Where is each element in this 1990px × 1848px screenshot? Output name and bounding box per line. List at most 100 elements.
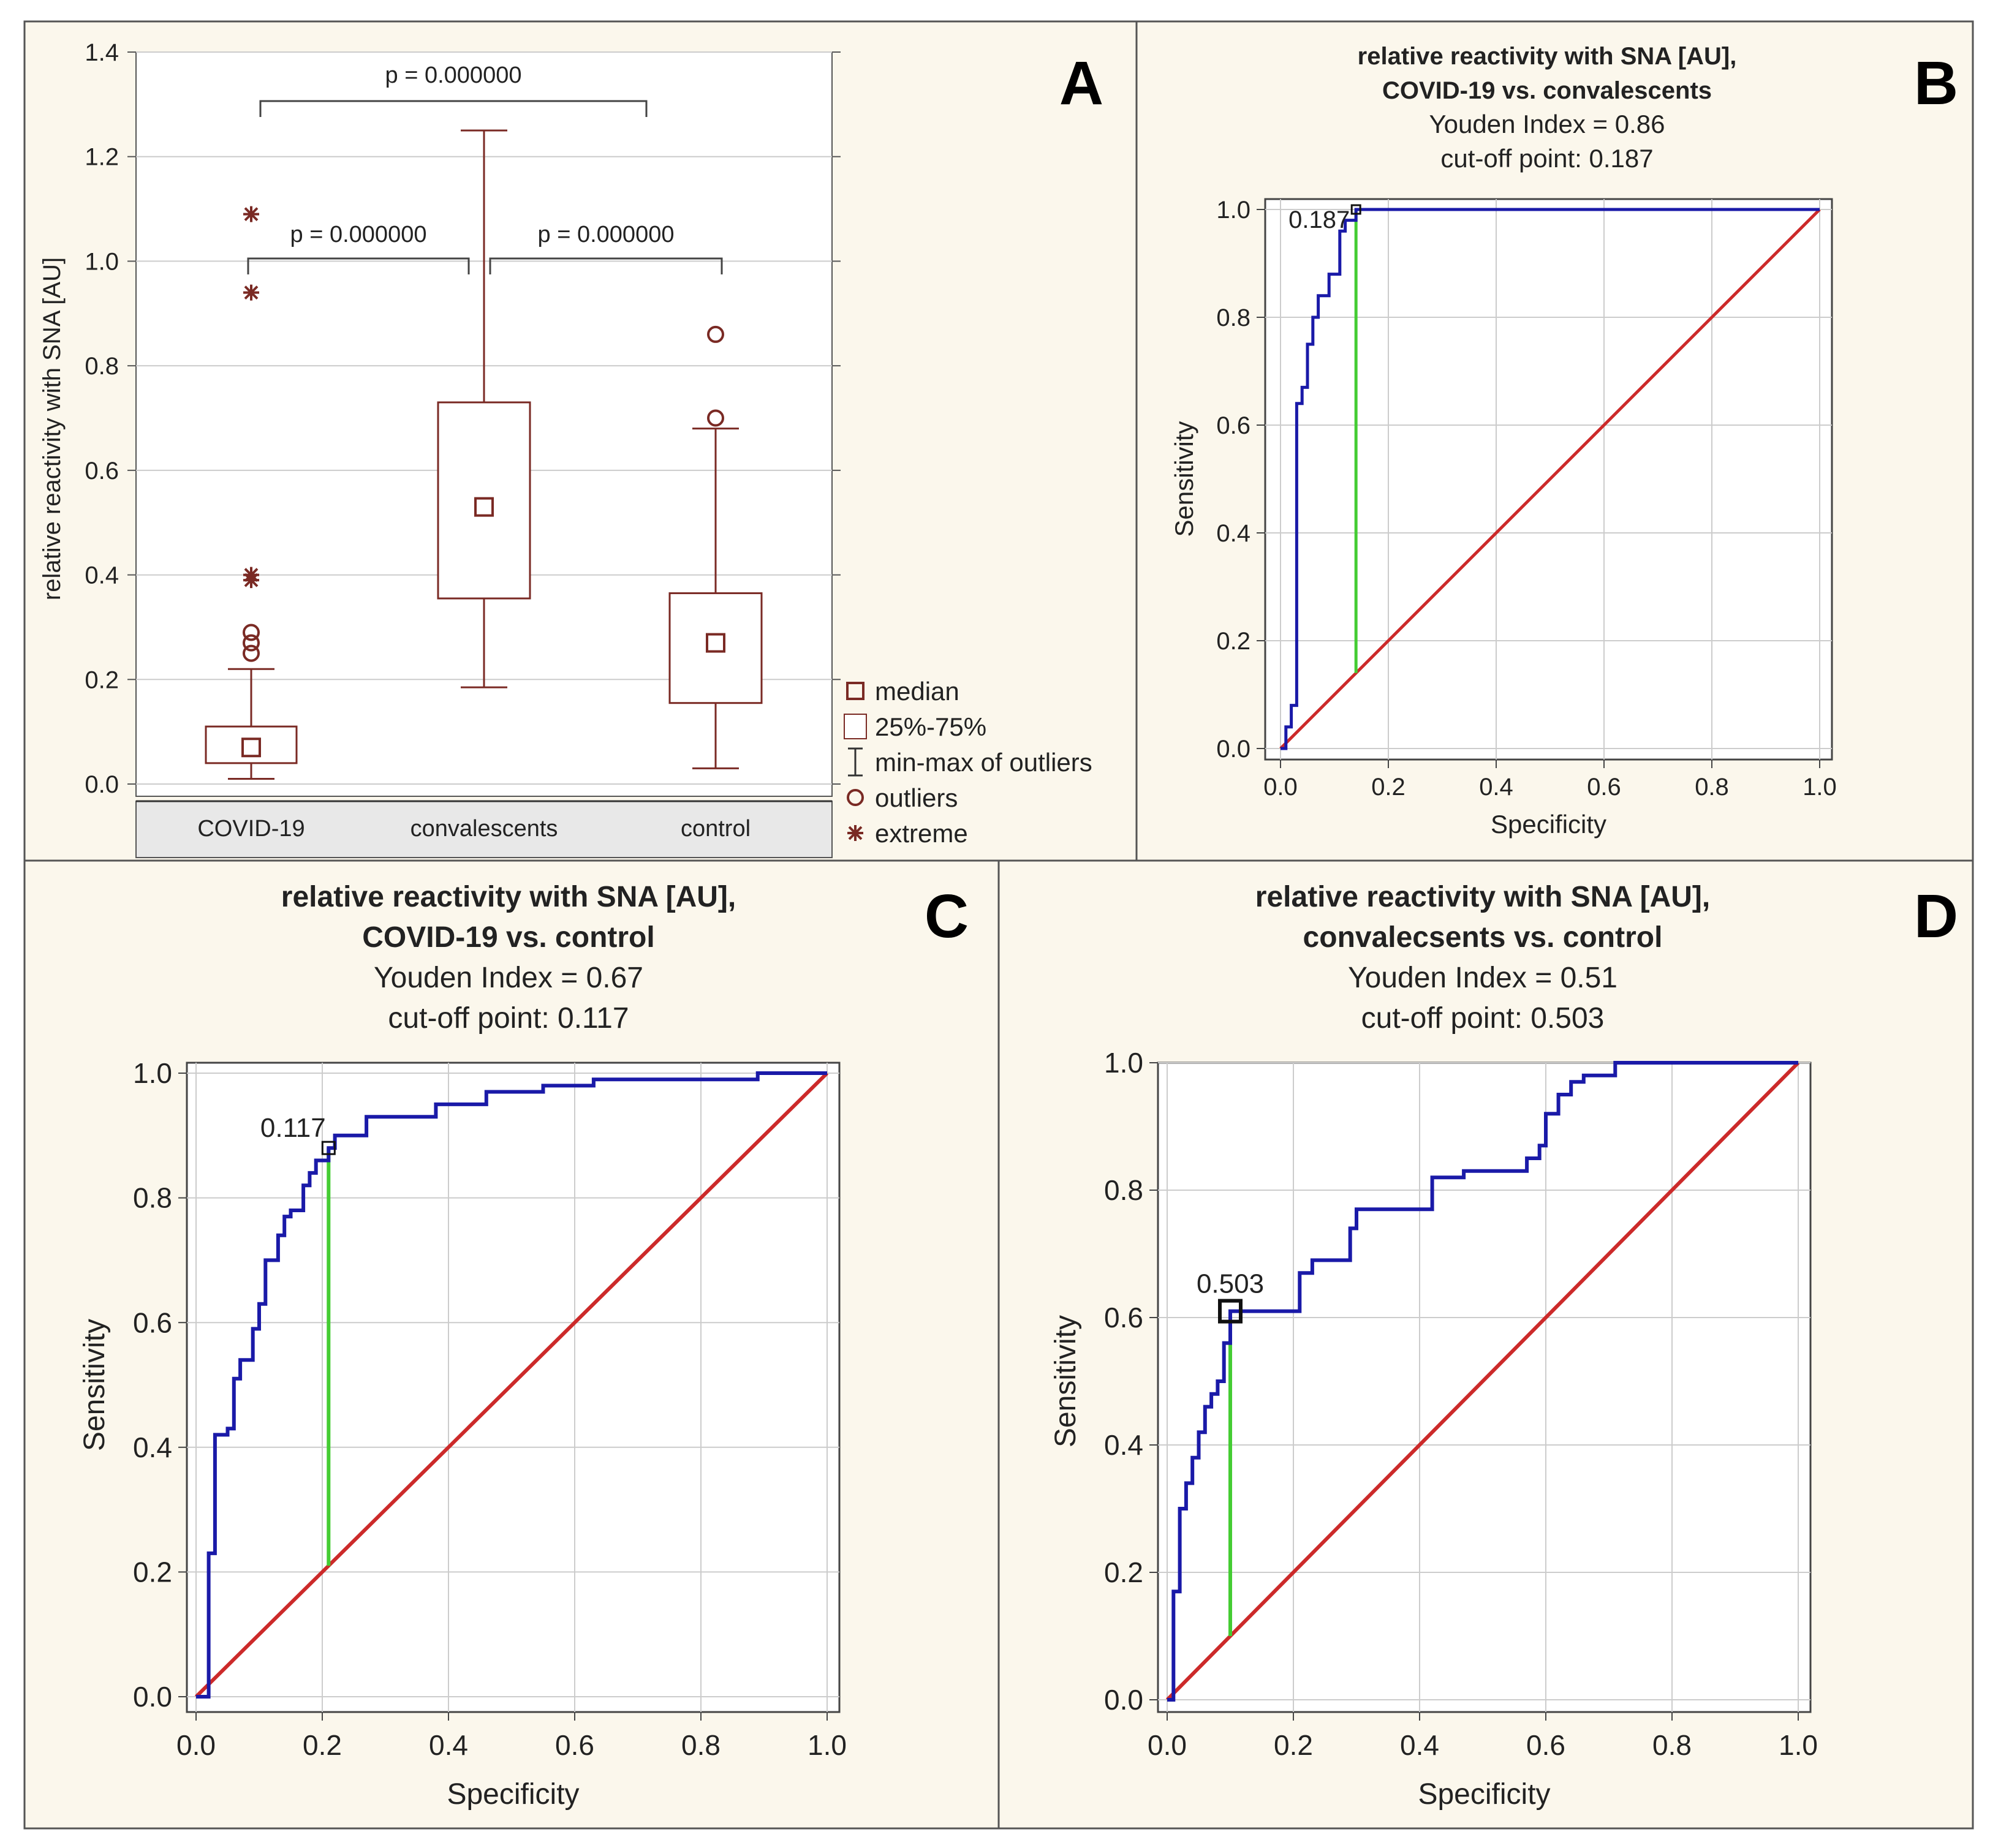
roc-title: relative reactivity with SNA [AU], [1358, 43, 1737, 70]
outlier-point [243, 624, 260, 641]
box-group-convalescents [437, 129, 531, 688]
roc-xtick-label: 0.4 [1479, 774, 1513, 801]
bracket-line [489, 257, 723, 274]
reference-diagonal [1165, 1061, 1800, 1702]
roc-xtick-label: 0.0 [176, 1729, 216, 1761]
extreme-stroke [244, 285, 259, 300]
panel-a-category-label: control [681, 816, 751, 842]
youden-index-label: Youden Index = 0.67 [374, 962, 643, 994]
p-value-label: p = 0.000000 [538, 222, 675, 247]
outlier-point [243, 644, 260, 662]
roc-subtitle: convalecsents vs. control [1303, 921, 1663, 954]
roc-xlabel: Specificity [1491, 810, 1606, 839]
roc-xtick-label: 0.6 [1526, 1729, 1565, 1761]
panel-label-c: C [925, 882, 969, 951]
panel-a-legend: median 25%-75% min-max of outliers outliers… [844, 677, 1092, 848]
roc-ytick-label: 0.2 [1216, 628, 1250, 655]
roc-ylabel: Sensitivity [1170, 421, 1198, 537]
p-value-bracket: p = 0.000000 [247, 222, 470, 274]
box-group-control [668, 325, 763, 769]
panel-c-chart: relative reactivity with SNA [AU], COVID-… [78, 881, 847, 1811]
panel-a-ytick-label: 1.0 [85, 248, 119, 275]
youden-index-label: Youden Index = 0.51 [1348, 962, 1617, 994]
panel-a-ylabel: relative reactivity with SNA [AU] [39, 257, 66, 600]
median-marker [706, 633, 725, 653]
panel-a-category-band [135, 801, 833, 858]
legend-label: min-max of outliers [875, 748, 1092, 777]
legend-label: median [875, 677, 959, 706]
roc-xtick-label: 1.0 [1779, 1729, 1818, 1761]
cutoff-point-label: 0.187 [1288, 206, 1350, 233]
roc-ytick-label: 1.0 [1216, 197, 1250, 224]
roc-ytick-label: 0.4 [1104, 1429, 1143, 1461]
roc-xtick-label: 1.0 [808, 1729, 847, 1761]
roc-ytick-label: 0.4 [1216, 520, 1250, 547]
panel-label-d: D [1914, 882, 1958, 951]
cutoff-marker [321, 1141, 336, 1155]
legend-label: 25%-75% [875, 712, 986, 741]
roc-ytick-label: 0.0 [1104, 1684, 1143, 1716]
panel-a-ytick-label: 0.4 [85, 562, 119, 589]
extreme-point [243, 567, 259, 583]
outlier-point [243, 634, 260, 652]
roc-ytick-label: 0.8 [133, 1182, 172, 1214]
legend-box-symbol [844, 714, 867, 739]
roc-ytick-label: 1.0 [1104, 1047, 1143, 1079]
roc-curve [196, 1071, 827, 1699]
roc-ytick-label: 0.6 [1216, 412, 1250, 439]
roc-ylabel: Sensitivity [78, 1319, 111, 1451]
panel-a-ytick-label: 0.0 [85, 771, 119, 798]
roc-xtick-label: 1.0 [1803, 774, 1837, 801]
cutoff-label: cut-off point: 0.503 [1361, 1002, 1605, 1035]
roc-ytick-label: 0.4 [133, 1431, 172, 1463]
roc-xtick-label: 0.6 [1587, 774, 1621, 801]
p-value-label: p = 0.000000 [290, 222, 427, 247]
box-group-covid-19 [205, 206, 298, 780]
youden-index-label: Youden Index = 0.86 [1429, 110, 1665, 138]
cutoff-marker [1350, 204, 1361, 215]
roc-xtick-label: 0.4 [429, 1729, 468, 1761]
panel-label-a: A [1059, 49, 1103, 118]
panel-a-category-label: COVID-19 [197, 816, 305, 842]
roc-title: relative reactivity with SNA [AU], [1255, 881, 1710, 913]
roc-xtick-label: 0.4 [1400, 1729, 1439, 1761]
panel-label-b: B [1914, 49, 1958, 118]
roc-ytick-label: 0.8 [1216, 304, 1250, 331]
legend-extreme-symbol [847, 825, 863, 841]
extreme-point [243, 206, 259, 222]
extreme-stroke [244, 568, 259, 582]
roc-ytick-label: 0.8 [1104, 1174, 1143, 1206]
legend-outlier-symbol [847, 789, 864, 806]
outlier-point [707, 325, 724, 343]
cutoff-label: cut-off point: 0.187 [1440, 144, 1653, 173]
extreme-stroke [848, 826, 863, 840]
median-marker [241, 737, 261, 758]
legend-label: outliers [875, 783, 958, 812]
p-value-bracket: p = 0.000000 [259, 62, 648, 117]
cutoff-point-label: 0.117 [260, 1113, 326, 1143]
extreme-point [243, 284, 259, 301]
roc-xlabel: Specificity [1418, 1778, 1550, 1811]
reference-diagonal [194, 1071, 829, 1699]
roc-xlabel: Specificity [447, 1778, 579, 1811]
roc-title: relative reactivity with SNA [AU], [281, 881, 736, 913]
bracket-line [259, 100, 648, 117]
extreme-stroke [244, 207, 259, 222]
roc-subtitle: COVID-19 vs. control [362, 921, 654, 954]
panel-a-chart: 0.0 0.2 0.4 0.6 0.8 1.0 1.2 1.4 relative reactiv… [39, 39, 1092, 858]
roc-subtitle: COVID-19 vs. convalescents [1382, 77, 1712, 104]
reference-diagonal [1279, 208, 1821, 750]
roc-ytick-label: 0.0 [133, 1681, 172, 1713]
panel-a-ytick-label: 1.4 [85, 39, 119, 66]
legend-median-symbol [846, 682, 864, 700]
roc-ylabel: Sensitivity [1050, 1315, 1082, 1447]
roc-ytick-label: 0.2 [133, 1556, 172, 1588]
legend-label: extreme [875, 819, 968, 848]
roc-ytick-label: 1.0 [133, 1057, 172, 1089]
panel-b-chart: relative reactivity with SNA [AU], COVID-… [1170, 43, 1837, 839]
panel-a-ytick-label: 0.6 [85, 458, 119, 485]
roc-ytick-label: 0.6 [1104, 1302, 1143, 1333]
roc-ytick-label: 0.2 [1104, 1556, 1143, 1588]
roc-xtick-label: 0.8 [1652, 1729, 1692, 1761]
